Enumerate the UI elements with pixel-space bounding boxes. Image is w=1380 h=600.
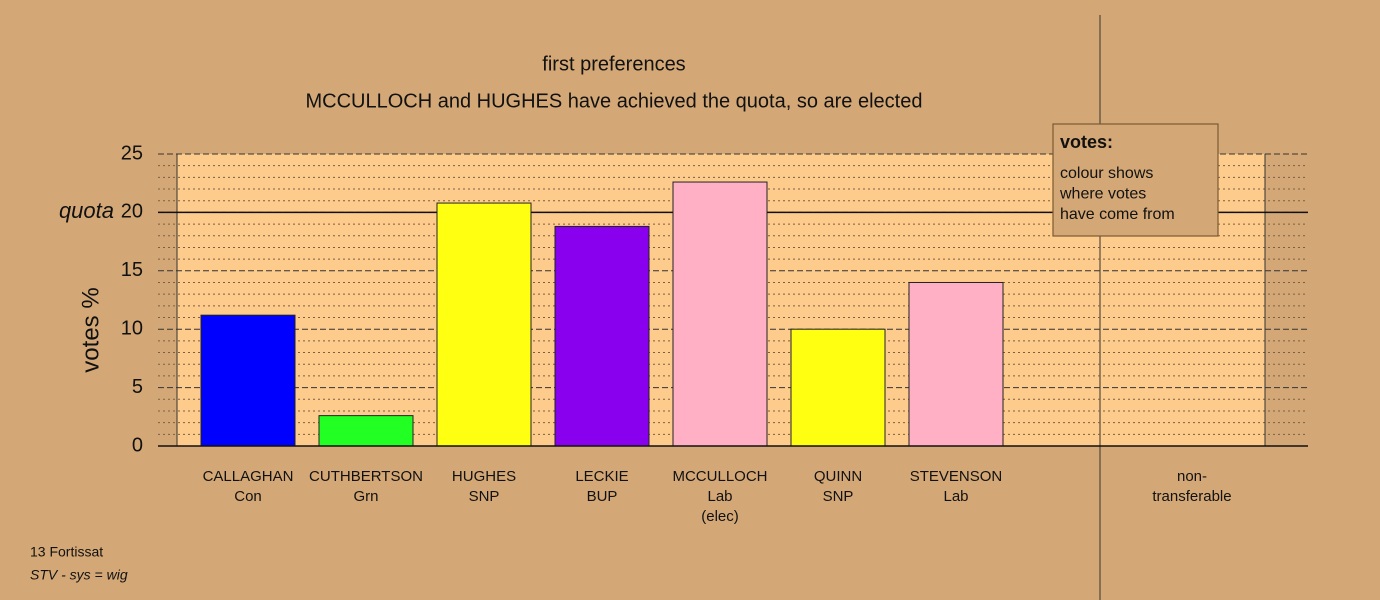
- y-tick-label: 25: [121, 142, 143, 164]
- y-tick-label: 5: [132, 376, 143, 398]
- chart-title: first preferences: [542, 53, 685, 75]
- legend-text: colour shows: [1060, 165, 1153, 182]
- footer-line: 13 Fortissat: [30, 544, 103, 560]
- chart-subtitle: MCCULLOCH and HUGHES have achieved the q…: [306, 90, 923, 112]
- footer-line: STV - sys = wig: [30, 567, 128, 583]
- x-tick-label: Lab: [707, 488, 732, 505]
- y-axis-label: votes %: [77, 287, 104, 372]
- x-tick-label: MCCULLOCH: [672, 468, 767, 485]
- x-tick-label: Lab: [943, 488, 968, 505]
- x-tick-label: BUP: [587, 488, 618, 505]
- y-tick-label: 10: [121, 317, 143, 339]
- legend-text: have come from: [1060, 206, 1175, 223]
- bar: [672, 181, 768, 447]
- bar: [908, 281, 1004, 447]
- quota-label: quota: [59, 198, 114, 223]
- x-tick-label: non-: [1177, 468, 1207, 485]
- x-tick-label: (elec): [701, 508, 739, 525]
- x-tick-label: Con: [234, 488, 262, 505]
- x-tick-label: QUINN: [814, 468, 862, 485]
- x-tick-label: SNP: [823, 488, 854, 505]
- y-tick-label: 0: [132, 434, 143, 456]
- x-tick-label: HUGHES: [452, 468, 516, 485]
- bar: [318, 415, 414, 447]
- legend-box: [1052, 123, 1219, 237]
- bar: [200, 314, 296, 447]
- bar: [790, 328, 886, 447]
- x-tick-label: STEVENSON: [910, 468, 1003, 485]
- x-tick-label: SNP: [469, 488, 500, 505]
- bar: [436, 202, 532, 447]
- bar: [554, 225, 650, 447]
- x-tick-label: Grn: [353, 488, 378, 505]
- x-tick-label: CUTHBERTSON: [309, 468, 423, 485]
- legend-title: votes:: [1060, 132, 1113, 152]
- x-tick-label: CALLAGHAN: [203, 468, 294, 485]
- y-tick-label: 20: [121, 201, 143, 223]
- x-tick-label: transferable: [1152, 488, 1231, 505]
- x-tick-label: LECKIE: [575, 468, 628, 485]
- legend-text: where votes: [1059, 186, 1146, 203]
- y-tick-label: 15: [121, 259, 143, 281]
